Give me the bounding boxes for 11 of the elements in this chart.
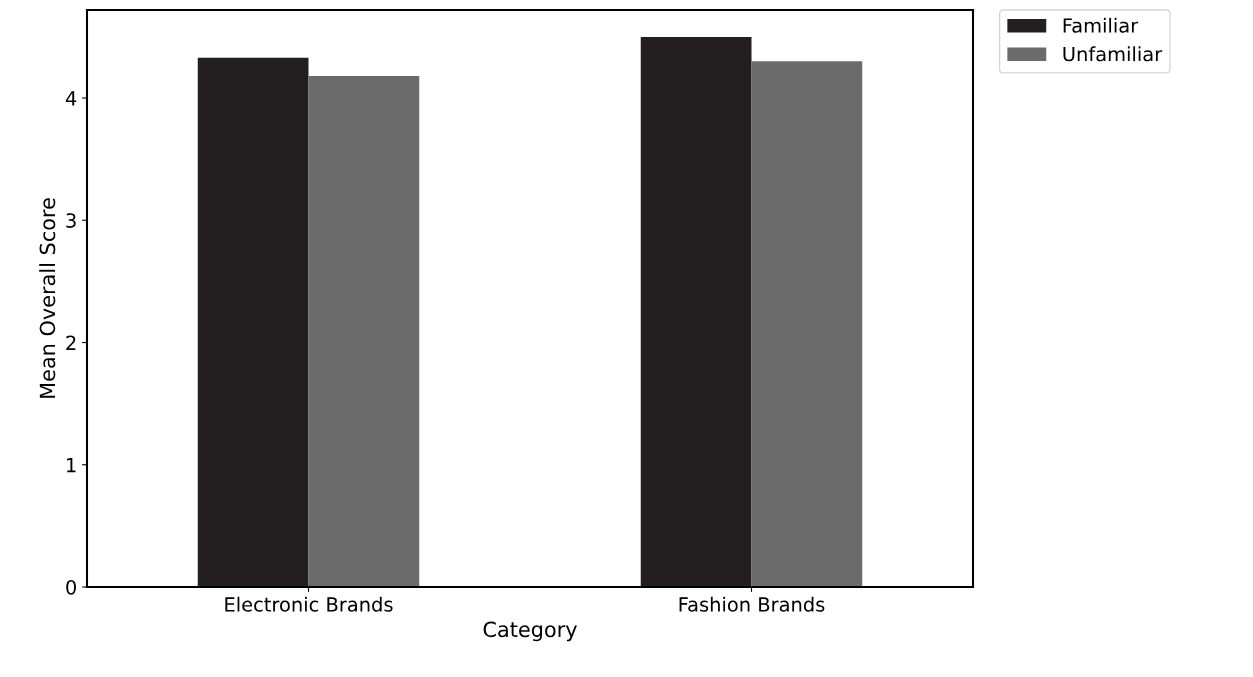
- y-tick-label: 4: [65, 91, 77, 106]
- x-tick-label: Fashion Brands: [679, 596, 825, 612]
- y-tick-label: 2: [66, 335, 76, 350]
- y-tick-label: 3: [66, 213, 76, 228]
- legend-label: Unfamiliar: [1063, 46, 1163, 62]
- y-tick-label: 1: [67, 457, 76, 473]
- x-axis-title: Category: [483, 621, 577, 642]
- legend-label: Familiar: [1063, 17, 1139, 33]
- x-tick-label: Electronic Brands: [225, 596, 393, 612]
- y-axis-title: Mean Overall Score: [39, 198, 56, 398]
- y-tick-label: 0: [66, 579, 76, 595]
